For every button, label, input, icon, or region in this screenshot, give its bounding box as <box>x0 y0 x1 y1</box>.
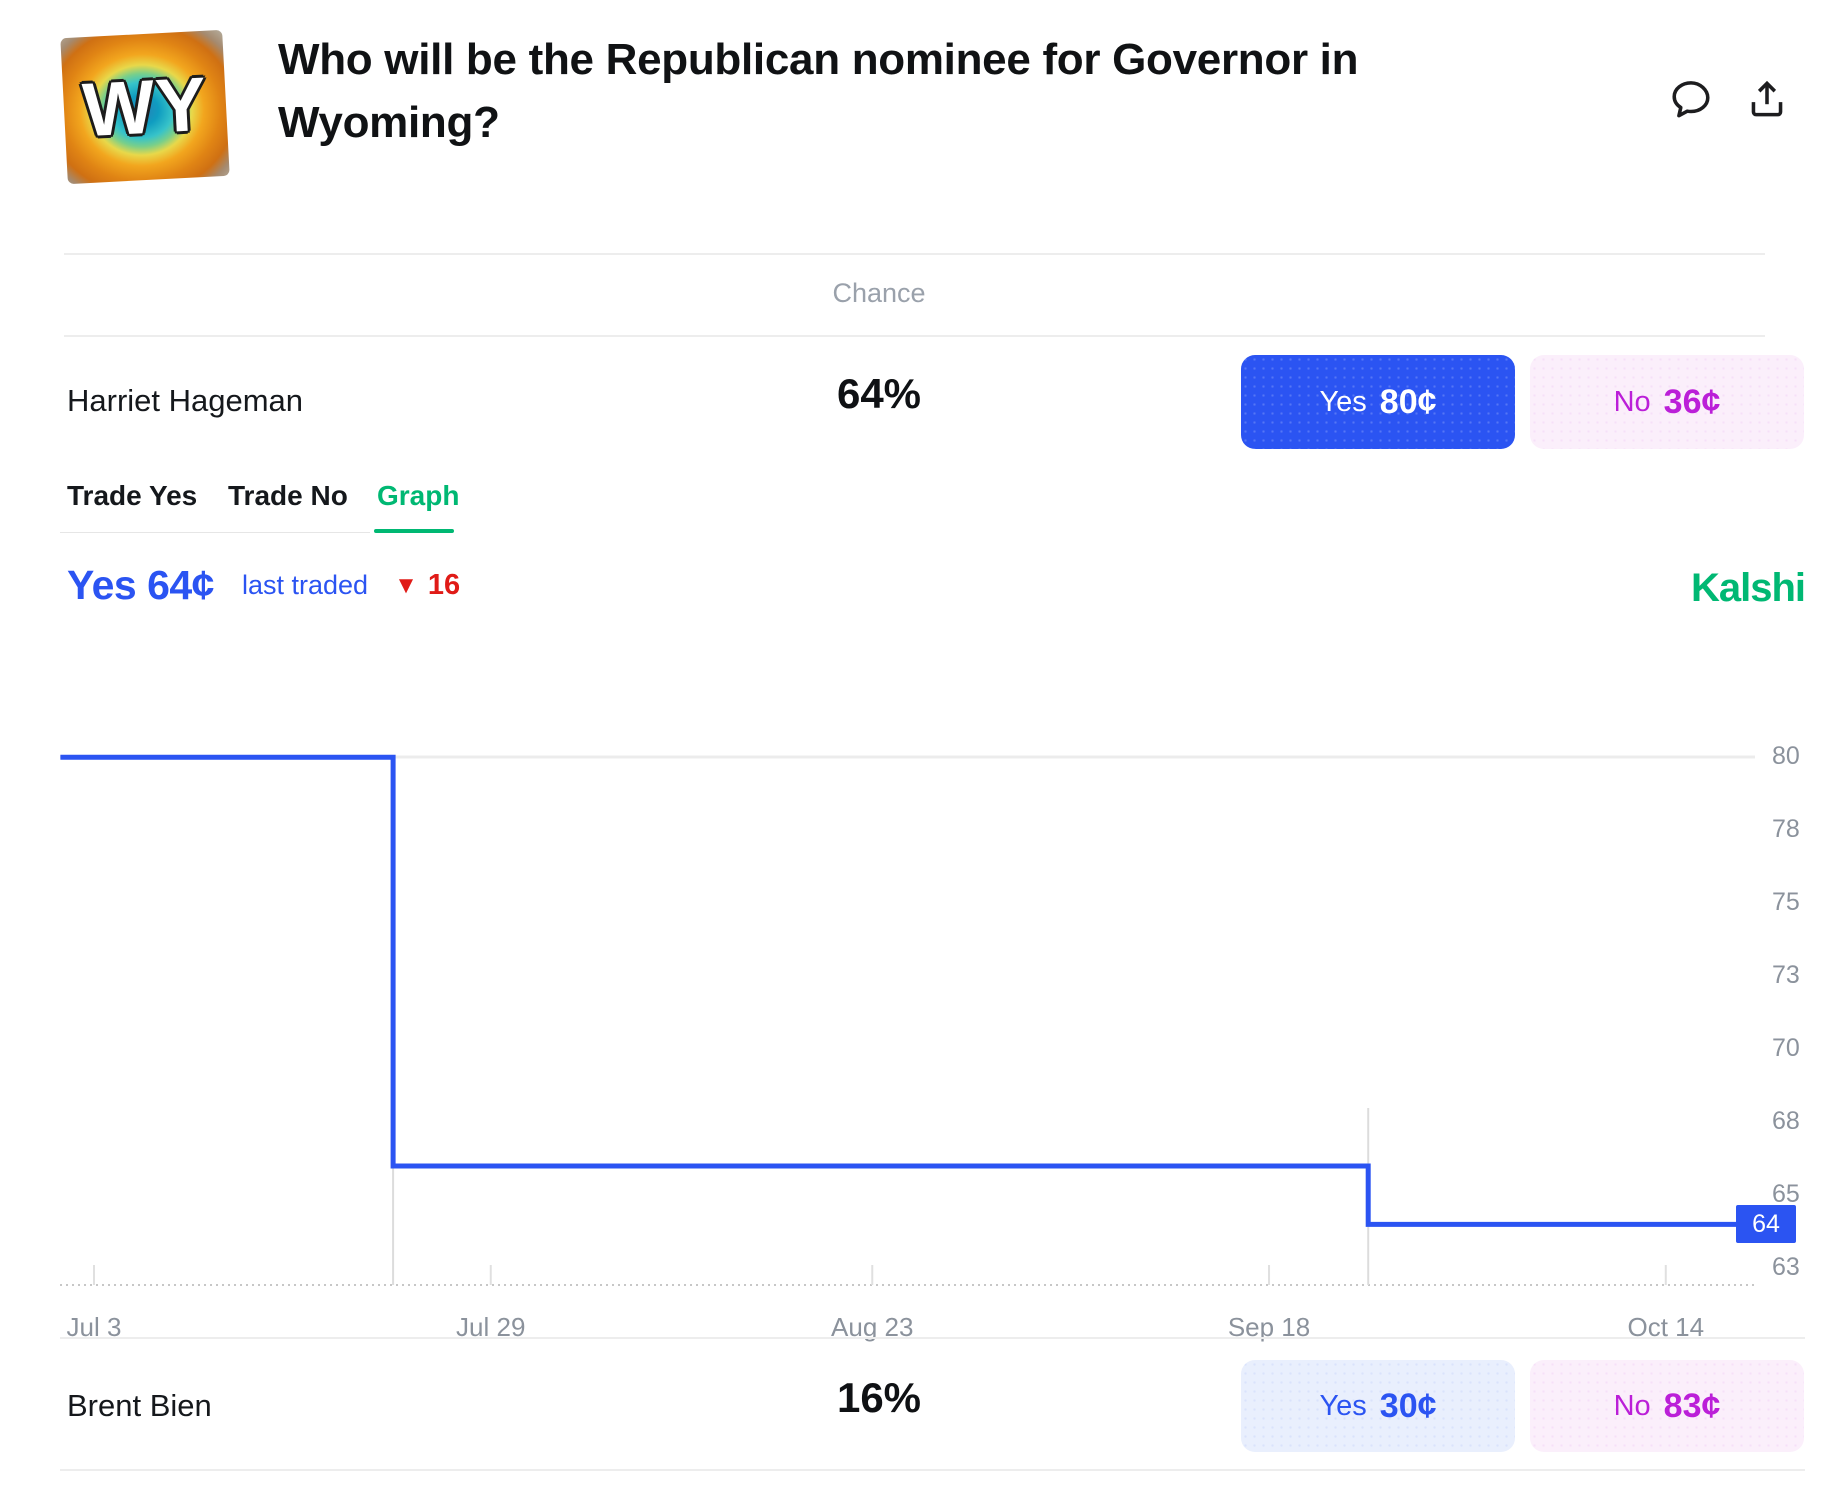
last-price-badge: 64 <box>1736 1205 1796 1244</box>
yes-buy-button[interactable]: Yes 80¢ <box>1241 355 1515 449</box>
x-tick-stubs <box>93 1265 1667 1285</box>
price-chart[interactable]: 80 78 75 73 70 68 65 63 Jul 3 Jul 29 Aug 23 Sep 18… <box>0 740 1828 1342</box>
active-tab-underline <box>374 529 454 533</box>
y-tick-label: 70 <box>1772 1034 1800 1063</box>
drop-markers <box>392 1108 1370 1285</box>
yes-button-label: Yes <box>1319 385 1367 418</box>
no-buy-button[interactable]: No 36¢ <box>1530 355 1804 449</box>
tab-baseline <box>60 532 370 533</box>
yes-button-label: Yes <box>1319 1389 1367 1422</box>
comment-icon[interactable] <box>1666 74 1716 124</box>
down-triangle-icon: ▼ <box>394 571 418 599</box>
yes-button-price: 30¢ <box>1379 1386 1437 1425</box>
price-line <box>60 754 1755 1227</box>
no-buy-button[interactable]: No 83¢ <box>1530 1360 1804 1452</box>
market-thumbnail: WY <box>60 29 230 185</box>
yes-buy-button[interactable]: Yes 30¢ <box>1241 1360 1515 1452</box>
last-price: Yes 64¢ <box>67 562 215 608</box>
y-tick-label: 80 <box>1772 742 1800 771</box>
price-chart-svg <box>60 754 1755 1286</box>
page-title: Who will be the Republican nominee for G… <box>278 35 1359 147</box>
divider <box>60 1469 1805 1471</box>
chance-value: 64% <box>836 370 922 417</box>
y-tick-label: 78 <box>1772 815 1800 844</box>
no-button-label: No <box>1613 1389 1651 1422</box>
last-traded-label: last traded <box>242 570 369 600</box>
price-change: 16 <box>427 569 461 601</box>
tab-graph[interactable]: Graph <box>377 480 460 511</box>
candidate-name: Brent Bien <box>67 1388 212 1423</box>
share-icon[interactable] <box>1742 74 1792 124</box>
tab-trade-no[interactable]: Trade No <box>228 480 348 511</box>
no-button-price: 36¢ <box>1663 382 1721 421</box>
y-tick-label: 65 <box>1772 1180 1800 1209</box>
y-tick-label: 75 <box>1772 888 1800 917</box>
y-tick-label: 68 <box>1772 1107 1800 1136</box>
no-button-label: No <box>1613 385 1651 418</box>
y-tick-label: 63 <box>1772 1253 1800 1282</box>
chance-column-header: Chance <box>832 278 926 308</box>
yes-button-price: 80¢ <box>1379 382 1437 421</box>
y-tick-label: 73 <box>1772 961 1800 990</box>
chance-value: 16% <box>836 1374 922 1421</box>
kalshi-logo: Kalshi <box>1690 566 1806 610</box>
market-thumbnail-label: WY <box>80 61 210 153</box>
divider <box>60 1337 1805 1339</box>
divider <box>64 253 1765 255</box>
no-button-price: 83¢ <box>1663 1386 1721 1425</box>
tab-trade-yes[interactable]: Trade Yes <box>67 480 198 511</box>
candidate-name: Harriet Hageman <box>67 383 304 418</box>
last-trade-ticker: Yes 64¢ last traded ▼ 16 <box>67 562 460 609</box>
divider <box>64 335 1765 337</box>
